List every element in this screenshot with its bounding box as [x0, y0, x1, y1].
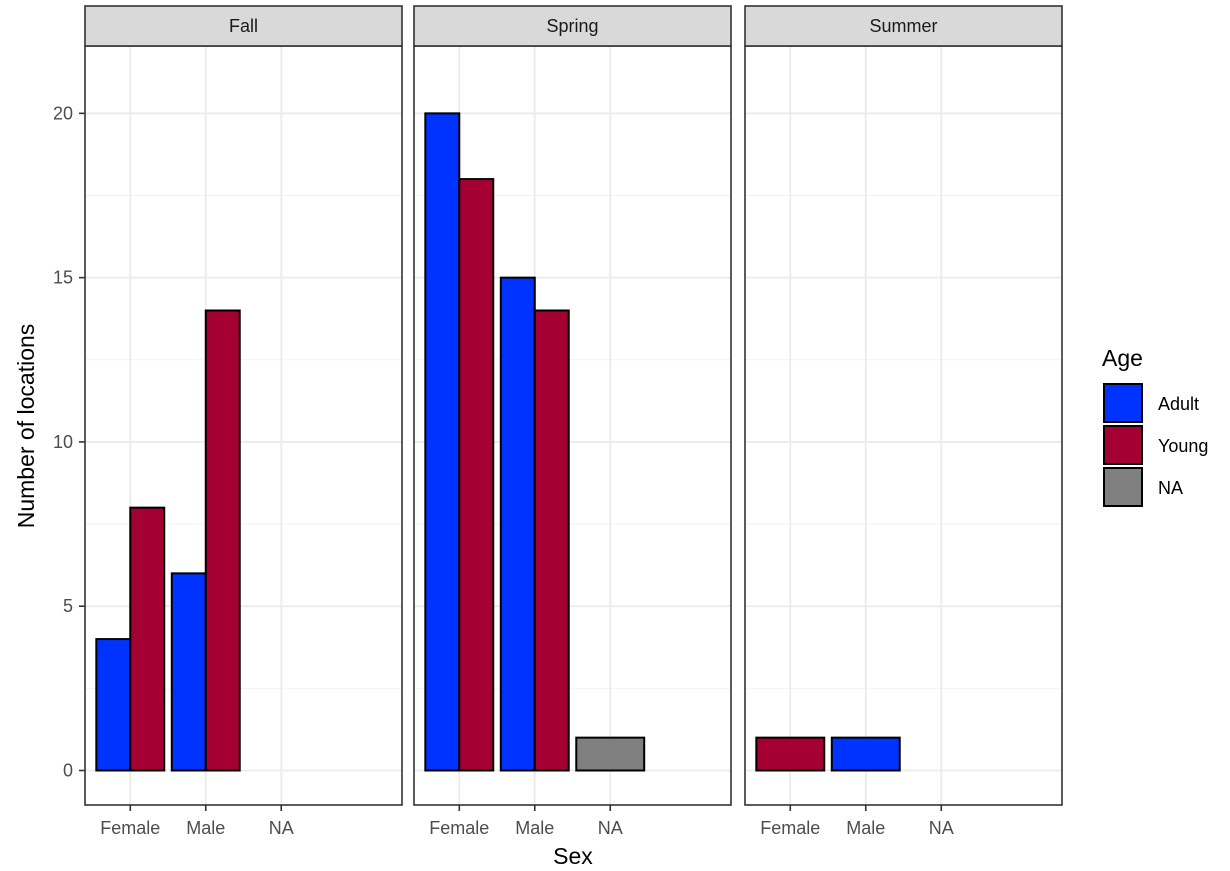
legend-swatch-young [1103, 425, 1143, 465]
legend: Age Adult Young NA [1102, 345, 1208, 507]
bar-fall-male-adult [170, 572, 207, 772]
facet-strip [84, 5, 403, 47]
x-tick-label: NA [598, 818, 623, 838]
legend-label-na: NA [1158, 478, 1183, 498]
bar-fall-female-young [129, 506, 166, 772]
y-tick-label: 5 [63, 596, 73, 616]
legend-label-young: Young [1158, 436, 1208, 456]
bar-spring-male-adult [499, 276, 536, 772]
x-tick-label: NA [269, 818, 294, 838]
facet-strip-label: Fall [229, 16, 258, 36]
facet-strip-label: Spring [546, 16, 598, 36]
x-tick-label: NA [929, 818, 954, 838]
bar-spring-female-adult [424, 112, 461, 772]
panel-background [745, 46, 1062, 805]
legend-swatch-na [1103, 467, 1143, 507]
y-axis: 0 5 10 15 20 [53, 103, 85, 781]
x-tick-label: Male [846, 818, 885, 838]
y-tick-label: 0 [63, 761, 73, 781]
bar-fall-female-adult [95, 638, 132, 772]
x-axis-title: Sex [553, 843, 593, 869]
panel-fall: Fall Female Male NA [84, 5, 403, 838]
x-tick-label: Female [100, 818, 160, 838]
bar-summer-female-young [755, 736, 826, 772]
y-tick-label: 10 [53, 432, 73, 452]
bar-spring-male-young [533, 309, 570, 772]
x-tick-label: Female [760, 818, 820, 838]
x-tick-label: Male [186, 818, 225, 838]
legend-label-adult: Adult [1158, 394, 1199, 414]
bar-spring-female-young [458, 178, 495, 772]
y-axis-title: Number of locations [13, 324, 39, 529]
x-tick-label: Male [515, 818, 554, 838]
legend-swatch-adult [1103, 383, 1143, 423]
facet-strip [744, 5, 1063, 47]
facet-strip [413, 5, 732, 47]
bar-summer-male-adult [830, 736, 901, 772]
bar-spring-na-na [575, 736, 646, 772]
panel-spring: Spring Female Male NA [413, 5, 732, 838]
y-tick-label: 15 [53, 268, 73, 288]
y-tick-label: 20 [53, 103, 73, 123]
bar-fall-male-young [204, 309, 241, 772]
facet-strip-label: Summer [869, 16, 937, 36]
x-tick-label: Female [429, 818, 489, 838]
legend-title: Age [1102, 345, 1143, 371]
panel-summer: Summer Female Male NA [744, 5, 1063, 838]
